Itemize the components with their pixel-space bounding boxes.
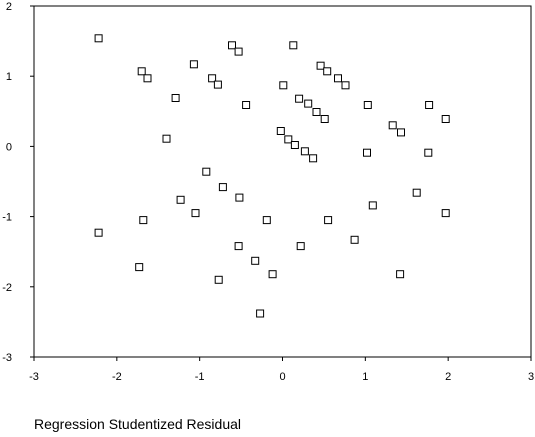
y-tick-label: -2	[2, 282, 12, 294]
data-point	[213, 80, 222, 89]
data-point	[137, 67, 146, 76]
data-point	[363, 148, 371, 157]
data-point	[214, 275, 223, 284]
data-point	[425, 101, 434, 109]
data-point	[284, 135, 293, 144]
plot-frame	[33, 5, 532, 358]
data-point	[139, 216, 148, 225]
data-point	[94, 228, 103, 237]
data-point	[256, 309, 265, 318]
data-point	[396, 270, 405, 279]
data-point	[234, 47, 243, 56]
data-point	[300, 147, 309, 156]
data-point	[143, 74, 152, 83]
data-point	[323, 67, 332, 76]
data-point	[289, 41, 298, 50]
data-point	[363, 101, 372, 109]
data-point	[218, 183, 227, 192]
data-point	[304, 99, 313, 108]
data-point	[312, 108, 321, 116]
data-point	[350, 235, 359, 244]
data-point	[208, 74, 217, 83]
x-tick-label: 3	[528, 371, 534, 383]
y-tick-label: 0	[6, 141, 12, 153]
data-point	[191, 209, 200, 218]
data-point	[290, 141, 299, 149]
data-point	[295, 94, 304, 103]
data-point	[228, 41, 236, 50]
x-tick-label: 1	[362, 371, 368, 383]
y-tick-label: 2	[6, 1, 12, 13]
data-point	[341, 81, 350, 90]
data-point	[176, 195, 185, 204]
data-point	[242, 101, 251, 109]
data-point	[441, 209, 450, 218]
data-point	[251, 256, 260, 265]
data-point	[262, 216, 271, 225]
data-point	[276, 127, 285, 135]
x-axis-title: Regression Studentized Residual	[34, 416, 241, 432]
data-point	[234, 242, 243, 251]
data-point	[334, 74, 342, 83]
data-points	[94, 34, 450, 318]
y-tick-label: -3	[2, 352, 12, 364]
data-point	[397, 128, 405, 137]
data-point	[171, 94, 180, 102]
y-tick-label: 1	[6, 71, 12, 83]
data-point	[279, 81, 288, 90]
data-point	[368, 201, 377, 210]
data-point	[441, 115, 450, 123]
data-point	[309, 154, 318, 163]
data-point	[202, 167, 211, 176]
x-tick-label: 0	[279, 371, 285, 383]
x-tick-label: -3	[29, 371, 39, 383]
data-point	[162, 134, 171, 143]
data-point	[412, 188, 421, 197]
data-point	[316, 61, 325, 70]
x-tick-label: 2	[445, 371, 451, 383]
x-tick-label: -1	[195, 371, 205, 383]
y-tick-label: -1	[2, 212, 12, 224]
data-point	[94, 34, 103, 43]
data-point	[320, 115, 329, 123]
data-point	[424, 148, 433, 157]
data-point	[189, 60, 198, 69]
x-axis-ticks: -3 -2 -1 0 1 2 3	[29, 357, 534, 383]
y-axis-ticks: 2 1 0 -1 -2 -3	[2, 1, 34, 364]
x-tick-label: -2	[112, 371, 122, 383]
data-point	[296, 242, 305, 251]
data-point	[324, 216, 333, 225]
data-point	[388, 121, 397, 130]
data-point	[135, 263, 144, 272]
data-point	[235, 193, 244, 202]
data-point	[268, 270, 277, 279]
